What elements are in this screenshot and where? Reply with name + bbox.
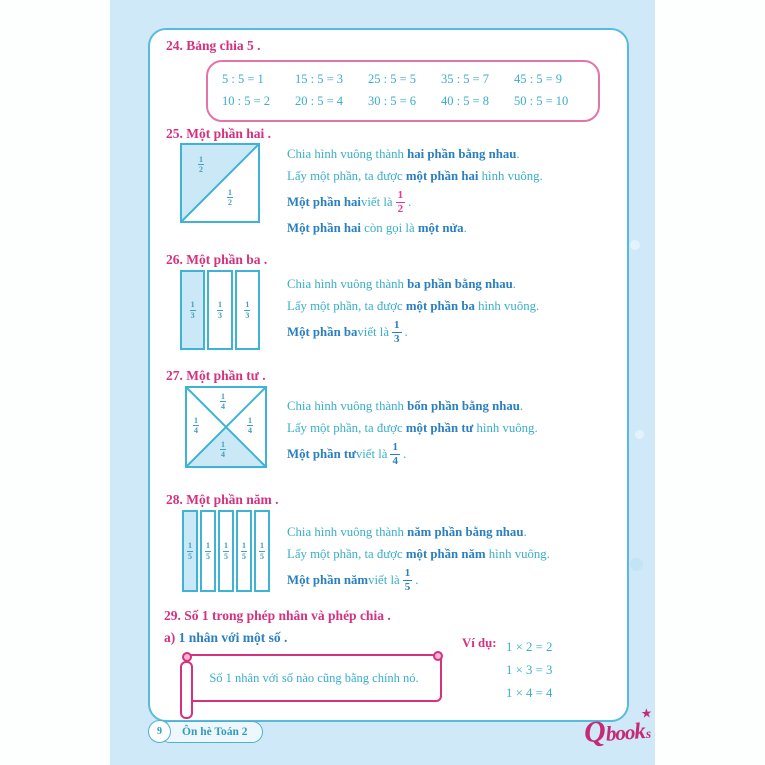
bubble-decoration [630, 558, 643, 571]
section-28-heading: 28. Một phần năm . [166, 492, 279, 507]
example-equation: 1 × 2 = 2 [506, 640, 553, 654]
footer-book-title: Ôn hè Toán 2 [182, 726, 248, 738]
division-fact: 30 : 5 = 6 [368, 94, 417, 108]
scroll-pin [433, 651, 443, 661]
bubble-decoration [630, 240, 640, 250]
text-line: Lấy một phần, ta được một phần ba hình v… [287, 299, 540, 313]
section-25-text: Chia hình vuông thành hai phần bằng nhau… [287, 143, 543, 239]
division-fact: 25 : 5 = 5 [368, 72, 417, 86]
bubble-decoration [635, 430, 644, 439]
example-equation: 1 × 4 = 4 [506, 686, 553, 700]
text-line: Một phần năm viết là 1 5 . [287, 566, 419, 593]
text-line: Một phần tư viết là 1 4 . [287, 440, 407, 467]
star-icon: ★ [641, 707, 652, 721]
section-25-heading: 25. Một phần hai . [166, 126, 272, 141]
text-line: Chia hình vuông thành ba phần bằng nhau. [287, 277, 516, 291]
text-line: Chia hình vuông thành bốn phần bằng nhau… [287, 399, 524, 413]
text-line: Một phần hai còn gọi là một nửa. [287, 221, 467, 235]
text-line: Một phần ba viết là 1 3 . [287, 318, 408, 345]
qbooks-logo: Qbook ★ s [582, 707, 652, 750]
division-fact: 5 : 5 = 1 [222, 72, 264, 86]
division-fact: 50 : 5 = 10 [514, 94, 569, 108]
text-line: Lấy một phần, ta được một phần hai hình … [287, 169, 543, 183]
scroll-roll-edge [180, 661, 193, 719]
example-label: Ví dụ: [462, 636, 497, 650]
text-line: Một phần hai viết là 1 2 . [287, 188, 412, 215]
section-26-heading: 26. Một phần ba . [166, 252, 268, 267]
half-square-svg [180, 143, 260, 223]
division-table-row: 10 : 5 = 2 20 : 5 = 4 30 : 5 = 6 40 : 5 … [208, 91, 598, 111]
division-table-row: 5 : 5 = 1 15 : 5 = 3 25 : 5 = 5 35 : 5 =… [208, 69, 598, 89]
section-27-heading: 27. Một phần tư . [166, 368, 266, 383]
logo-letter-k: k ★ [633, 707, 652, 744]
quarters-square-svg [185, 386, 267, 468]
logo-letter-q: Q [582, 714, 607, 750]
division-fact: 40 : 5 = 8 [441, 94, 490, 108]
division-fact: 45 : 5 = 9 [514, 72, 563, 86]
content-panel: 24. Bảng chia 5 . 5 : 5 = 1 15 : 5 = 3 2… [148, 28, 629, 722]
text-line: Lấy một phần, ta được một phần tư hình v… [287, 421, 538, 435]
division-table: 5 : 5 = 1 15 : 5 = 3 25 : 5 = 5 35 : 5 =… [206, 60, 600, 122]
section-28-text: Chia hình vuông thành năm phần bằng nhau… [287, 521, 550, 595]
rule-text: Số 1 nhân với số nào cũng bằng chính nó. [209, 670, 419, 685]
text-line: Chia hình vuông thành hai phần bằng nhau… [287, 147, 520, 161]
footer-book-badge: Ôn hè Toán 2 [159, 721, 263, 743]
scroll-pin [182, 652, 192, 662]
page-number-badge: 9 [148, 720, 171, 743]
section-29-heading: 29. Số 1 trong phép nhân và phép chia . [164, 608, 391, 623]
division-fact: 10 : 5 = 2 [222, 94, 271, 108]
division-fact: 20 : 5 = 4 [295, 94, 344, 108]
example-equation: 1 × 3 = 3 [506, 663, 553, 677]
section-26-text: Chia hình vuông thành ba phần bằng nhau.… [287, 273, 539, 350]
text-line: Lấy một phần, ta được một phần năm hình … [287, 547, 550, 561]
rule-scroll-banner: Số 1 nhân với số nào cũng bằng chính nó. [180, 651, 443, 719]
section-29a-heading: a) 1 nhân với một số . [164, 630, 288, 645]
section-24-heading: 24. Bảng chia 5 . [166, 38, 261, 53]
example-equations: 1 × 2 = 2 1 × 3 = 3 1 × 4 = 4 [506, 636, 552, 705]
division-fact: 35 : 5 = 7 [441, 72, 490, 86]
page-number: 9 [157, 726, 162, 737]
division-fact: 15 : 5 = 3 [295, 72, 344, 86]
section-27-text: Chia hình vuông thành bốn phần bằng nhau… [287, 395, 538, 469]
text-line: Chia hình vuông thành năm phần bằng nhau… [287, 525, 527, 539]
